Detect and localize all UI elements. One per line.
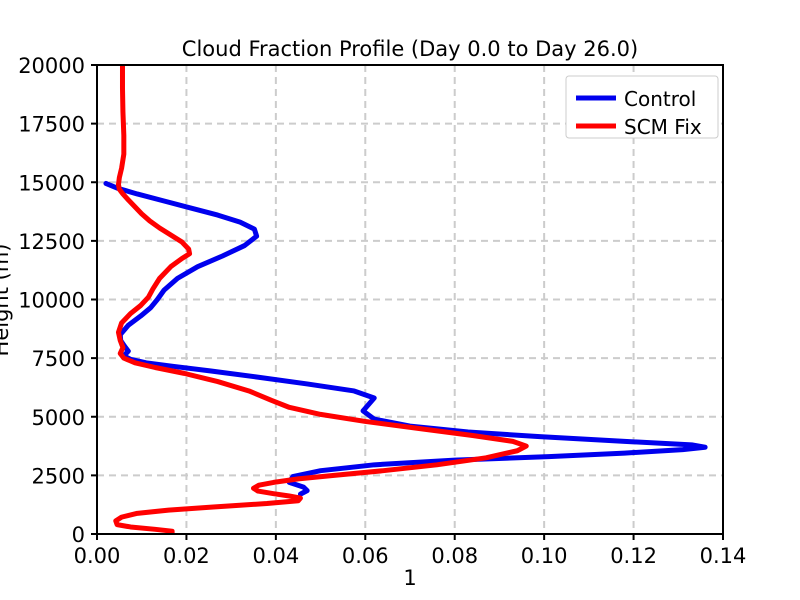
chart-legend[interactable]: Control SCM Fix — [565, 75, 719, 139]
series-line-control — [103, 180, 708, 497]
ytick-label-0: 0 — [72, 523, 85, 547]
ytick-label-3: 7500 — [32, 347, 85, 371]
legend-label-scm-fix: SCM Fix — [624, 115, 702, 139]
ytick-label-7: 17500 — [18, 113, 85, 137]
xtick-label-2: 0.04 — [252, 544, 299, 568]
y-axis-label: Height (m) — [0, 244, 13, 357]
xtick-label-4: 0.08 — [431, 544, 478, 568]
xtick-label-7: 0.14 — [700, 544, 747, 568]
xtick-label-5: 0.10 — [521, 544, 568, 568]
y-axis-ticks — [91, 64, 97, 535]
ytick-label-5: 12500 — [18, 230, 85, 254]
x-axis-ticks — [96, 534, 724, 540]
ytick-label-2: 5000 — [32, 406, 85, 430]
xtick-label-6: 0.12 — [610, 544, 657, 568]
ytick-label-8: 20000 — [18, 54, 85, 78]
legend-label-control: Control — [624, 87, 696, 111]
ytick-label-4: 10000 — [18, 289, 85, 313]
chart-title: Cloud Fraction Profile (Day 0.0 to Day 2… — [182, 37, 638, 61]
xtick-label-3: 0.06 — [342, 544, 389, 568]
x-axis-label: 1 — [403, 566, 416, 590]
xtick-label-1: 0.02 — [163, 544, 210, 568]
legend-box — [565, 75, 719, 139]
y-axis-tick-labels: 0 2500 5000 7500 10000 12500 15000 17500 20000 — [18, 54, 85, 547]
legend-entry-control[interactable]: Control — [576, 87, 696, 111]
legend-entry-scm-fix[interactable]: SCM Fix — [576, 115, 702, 139]
xtick-label-0: 0.00 — [74, 544, 121, 568]
series-line-scm-fix — [113, 65, 529, 534]
x-axis-tick-labels: 0.00 0.02 0.04 0.06 0.08 0.10 0.12 0.14 — [74, 544, 747, 568]
ytick-label-1: 2500 — [32, 464, 85, 488]
data-series-layer — [103, 65, 708, 534]
ytick-label-6: 15000 — [18, 171, 85, 195]
